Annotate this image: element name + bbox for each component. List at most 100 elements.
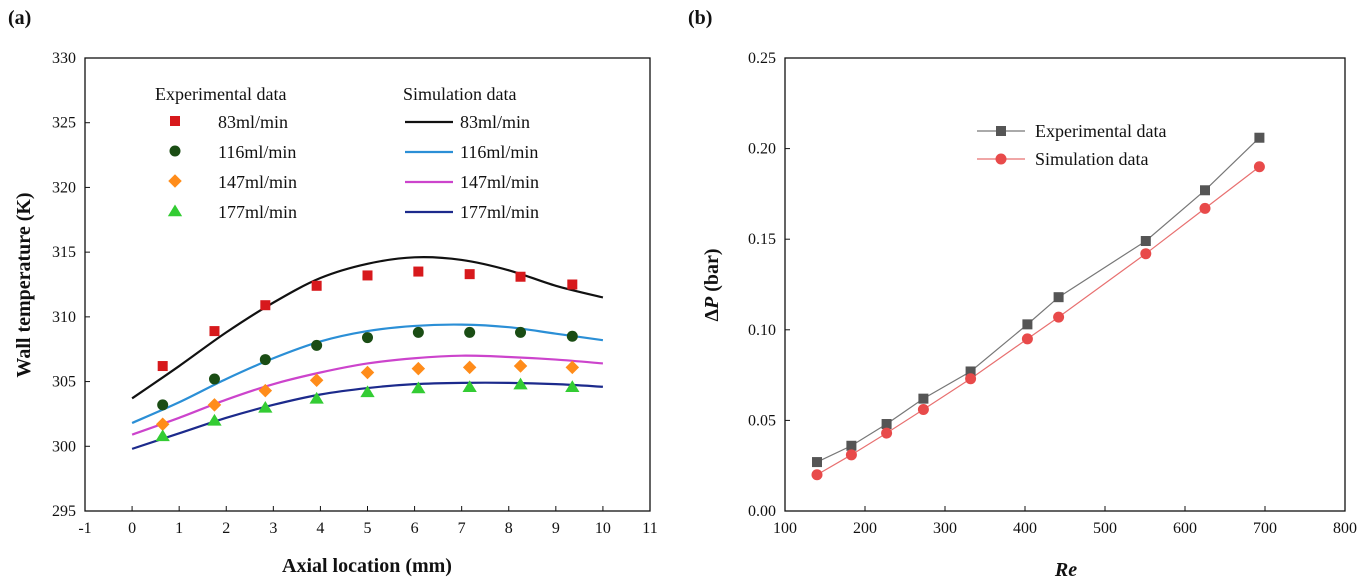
panel-b-point-2 [1021,333,1033,345]
panel-b-point-2 [845,449,857,461]
panel-a-legend: Experimental data Simulation data 83ml/m… [155,84,539,222]
panel-b-point-1 [1140,236,1151,247]
panel-b-series-line-2 [816,166,1260,476]
experimental-point-3 [513,359,528,373]
panel-b-point-1 [846,440,857,451]
panel-a-x-tick-label: 4 [316,520,324,537]
panel-b-point-1 [1022,319,1033,330]
panel-b-point-2 [965,373,977,385]
panel-b-legend: Experimental data Simulation data [977,121,1166,169]
panel-b-y-axis-label-prefix: Δ [701,309,723,322]
panel-b-point-2 [811,469,823,481]
experimental-point-1 [413,266,424,277]
panel-a-x-tick-label: 6 [411,520,419,537]
legend-experimental-label: 83ml/min [218,112,288,132]
legend-experimental-marker [170,116,180,126]
panel-b-y-tick-label: 0.05 [748,412,776,429]
panel-b-series-line-1 [816,137,1260,463]
panel-a-y-tick-label: 295 [52,503,76,520]
panel-b-y-tick-label: 0.20 [748,141,776,158]
experimental-point-2 [362,332,373,344]
panel-a-x-tick-label: 9 [552,520,560,537]
experimental-point-2 [412,326,424,338]
legend-experimental-label: 147ml/min [218,172,297,192]
experimental-point-1 [464,269,475,280]
panel-a-frame [84,57,651,512]
panel-a-y-tick-label: 325 [52,115,76,132]
panel-b-point-1 [1254,132,1265,143]
legend-simulation-title: Simulation data [403,84,516,104]
legend-experimental-label: 177ml/min [218,202,297,222]
panel-a-x-tick-label: -1 [78,520,91,537]
panel-a: (a) -1 0 1 2 3 4 5 6 7 8 9 10 11 295 300 305 310 315 320 32… [8,7,658,577]
panel-b-point-1 [812,457,822,468]
panel-b-x-tick-label: 500 [1093,520,1117,537]
experimental-point-4 [565,380,580,392]
experimental-point-4 [462,380,477,392]
panel-a-x-tick-label: 8 [505,520,513,537]
panel-b-series [811,132,1265,481]
panel-b-y-tick-label: 0.15 [748,231,776,248]
panel-a-x-tick-label: 0 [128,520,136,537]
panel-a-y-tick-label: 305 [52,374,76,391]
legend-experimental-marker [169,145,181,157]
panel-b-point-2 [1140,248,1152,260]
panel-b-x-tick-label: 300 [933,520,957,537]
experimental-point-1 [362,270,373,281]
experimental-point-3 [565,360,580,375]
panel-b-point-1 [1053,292,1064,303]
panel-a-x-tick-label: 5 [364,520,372,537]
panel-b-x-tick-label: 200 [853,520,877,537]
experimental-point-2 [566,330,578,342]
panel-b-y-tick-label: 0.25 [748,50,776,67]
panel-a-x-tick-label: 11 [642,520,657,537]
experimental-point-4 [513,377,528,390]
experimental-point-3 [258,383,273,398]
experimental-point-3 [155,417,170,432]
panel-a-y-axis-label: Wall temperature (K) [13,192,35,377]
experimental-point-3 [360,365,375,380]
panel-b-x-tick-label: 800 [1333,520,1357,537]
legend-simulation-label: 83ml/min [460,112,530,132]
panel-a-y-tick-label: 320 [52,179,76,196]
experimental-point-2 [464,326,476,338]
panel-b-x-tick-label: 700 [1253,520,1277,537]
panel-a-ticks: -1 0 1 2 3 4 5 6 7 8 9 10 11 295 300 305 310 315 320 325 330 [52,50,658,537]
panel-a-x-tick-label: 10 [595,520,611,537]
panel-b: (b) 100 200 300 400 500 600 700 800 0.00 0.05 0.10… [688,7,1357,581]
legend-experimental-title: Experimental data [155,84,286,104]
experimental-point-4 [309,391,324,404]
experimental-point-2 [311,339,323,351]
experimental-point-2 [259,354,271,366]
experimental-point-4 [207,413,222,426]
panel-b-x-tick-label: 600 [1173,520,1197,537]
panel-b-legend-marker [995,153,1007,165]
panel-b-legend-marker [996,126,1006,136]
panel-b-y-tick-label: 0.10 [748,322,776,339]
experimental-point-3 [411,361,426,376]
experimental-point-4 [258,400,273,413]
panel-a-x-tick-label: 2 [222,520,230,537]
legend-simulation-label: 177ml/min [460,202,539,222]
experimental-point-4 [360,385,375,398]
panel-a-y-tick-label: 315 [52,244,76,261]
panel-b-point-2 [881,427,893,439]
panel-b-x-axis-label: Re [1054,559,1077,581]
panel-b-ticks: 100 200 300 400 500 600 700 800 0.00 0.05 0.10 0.15… [748,50,1357,537]
panel-b-label: (b) [688,7,712,29]
legend-experimental-marker [167,204,183,217]
experimental-point-3 [207,398,222,412]
experimental-point-1 [209,326,220,337]
panel-b-point-2 [1199,202,1211,214]
panel-b-point-1 [1200,185,1210,196]
panel-b-point-1 [965,366,976,377]
panel-b-frame [784,57,1346,512]
panel-a-x-tick-label: 3 [269,520,277,537]
panel-b-point-2 [1053,311,1065,323]
panel-b-x-tick-label: 400 [1013,520,1037,537]
experimental-point-4 [411,381,426,394]
panel-a-y-tick-label: 300 [52,438,76,455]
panel-b-x-tick-label: 100 [773,520,797,537]
experimental-point-2 [515,326,527,338]
